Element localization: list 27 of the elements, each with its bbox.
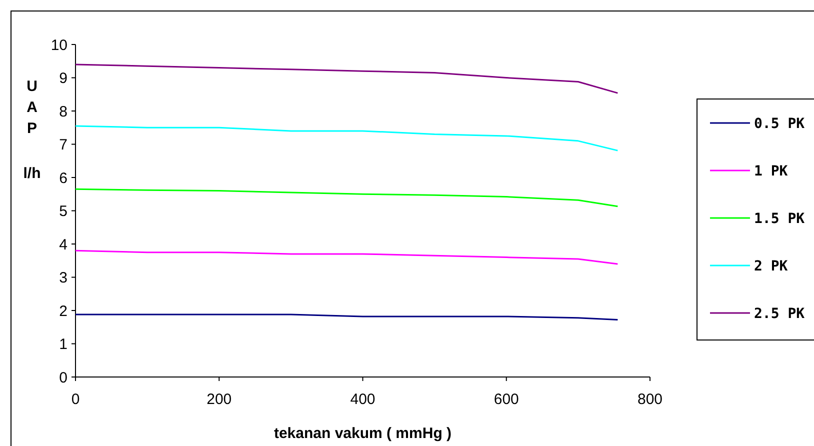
y-tick-label: 6 (59, 170, 68, 187)
y-tick-label: 8 (59, 103, 68, 120)
x-axis-title: tekanan vakum ( mmHg ) (274, 425, 452, 442)
y-tick-label: 5 (59, 203, 68, 220)
x-tick-label: 800 (637, 391, 663, 408)
y-tick-label: 4 (59, 236, 68, 254)
x-tick-label: 0 (71, 391, 80, 408)
y-tick-label: 10 (50, 36, 68, 54)
y-tick-label: 0 (59, 369, 68, 386)
legend-label: 2.5 PK (754, 306, 806, 322)
line-series (74, 64, 618, 94)
y-tick-label: 7 (59, 136, 68, 154)
y-tick-label: 2 (59, 302, 68, 320)
legend-label: 1.5 PK (754, 210, 806, 227)
legend-label: 0.5 PK (754, 116, 806, 132)
x-tick-label: 400 (350, 391, 376, 408)
line-series (74, 188, 618, 208)
x-tick-label: 200 (206, 391, 232, 408)
line-series (74, 125, 618, 152)
y-tick-label: 9 (59, 70, 68, 87)
x-tick-label: 600 (494, 391, 519, 408)
y-tick-label: 3 (59, 270, 68, 286)
line-series (74, 250, 618, 265)
legend-label: 1 PK (754, 163, 788, 180)
text: UAP l/h (23, 78, 41, 182)
y-tick-label: 1 (59, 336, 68, 353)
legend-label: 2 PK (754, 258, 788, 274)
